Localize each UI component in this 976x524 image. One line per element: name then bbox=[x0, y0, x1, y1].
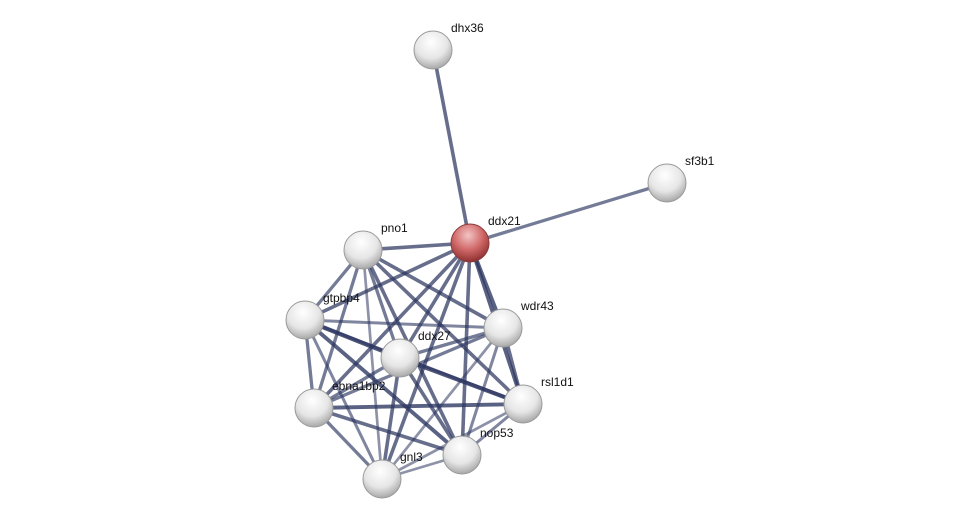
node-label: ddx21 bbox=[488, 214, 521, 228]
node-label: gtpbp4 bbox=[323, 291, 360, 305]
edge-pno1-gnl3[interactable] bbox=[361, 249, 384, 480]
edge-ddx21-dhx36[interactable] bbox=[431, 49, 472, 244]
node-circle[interactable] bbox=[362, 459, 402, 499]
node-label: dhx36 bbox=[451, 21, 484, 35]
node-nop53[interactable]: nop53 bbox=[442, 426, 514, 475]
node-ddx21[interactable]: ddx21 bbox=[450, 214, 521, 263]
node-label: rsl1d1 bbox=[541, 375, 574, 389]
node-circle[interactable] bbox=[647, 163, 687, 203]
edge-gtpbp4-gnl3[interactable] bbox=[303, 319, 384, 480]
edge-wdr43-gnl3[interactable] bbox=[380, 327, 505, 480]
edge-ebna1bp2-rsl1d1[interactable] bbox=[313, 402, 524, 410]
node-circle[interactable] bbox=[413, 30, 453, 70]
node-label: pno1 bbox=[381, 221, 408, 235]
node-circle[interactable] bbox=[442, 435, 482, 475]
edge-gtpbp4-nop53[interactable] bbox=[303, 318, 464, 457]
node-wdr43[interactable]: wdr43 bbox=[483, 299, 554, 348]
node-circle[interactable] bbox=[285, 300, 325, 340]
node-label: nop53 bbox=[480, 426, 514, 440]
node-rsl1d1[interactable]: rsl1d1 bbox=[503, 375, 574, 424]
node-circle[interactable] bbox=[450, 223, 490, 263]
edge-ddx27-gnl3[interactable] bbox=[380, 357, 402, 480]
node-sf3b1[interactable]: sf3b1 bbox=[647, 154, 715, 203]
node-label: ddx27 bbox=[418, 329, 451, 343]
node-gnl3[interactable]: gnl3 bbox=[362, 450, 423, 499]
node-dhx36[interactable]: dhx36 bbox=[413, 21, 484, 70]
node-label: gnl3 bbox=[400, 450, 423, 464]
node-label: sf3b1 bbox=[685, 154, 715, 168]
node-circle[interactable] bbox=[343, 230, 383, 270]
node-label: ebna1bp2 bbox=[332, 379, 386, 393]
edge-ddx21-ddx27[interactable] bbox=[398, 242, 472, 359]
node-ddx27[interactable]: ddx27 bbox=[380, 329, 451, 378]
edge-pno1-wdr43[interactable] bbox=[362, 248, 504, 330]
edge-ddx21-gtpbp4[interactable] bbox=[304, 241, 471, 322]
node-pno1[interactable]: pno1 bbox=[343, 221, 408, 270]
node-circle[interactable] bbox=[483, 308, 523, 348]
edge-gtpbp4-wdr43[interactable] bbox=[304, 318, 504, 330]
edge-ddx21-ebna1bp2[interactable] bbox=[312, 241, 472, 410]
node-circle[interactable] bbox=[294, 388, 334, 428]
edge-ddx27-rsl1d1[interactable] bbox=[399, 356, 524, 406]
edge-ddx21-sf3b1[interactable] bbox=[469, 181, 668, 245]
node-label: wdr43 bbox=[520, 299, 554, 313]
node-ebna1bp2[interactable]: ebna1bp2 bbox=[294, 379, 386, 428]
edge-pno1-ebna1bp2[interactable] bbox=[312, 249, 365, 409]
edge-ebna1bp2-nop53[interactable] bbox=[313, 406, 463, 457]
node-circle[interactable] bbox=[380, 338, 420, 378]
node-gtpbp4[interactable]: gtpbp4 bbox=[285, 291, 360, 340]
node-circle[interactable] bbox=[503, 384, 543, 424]
